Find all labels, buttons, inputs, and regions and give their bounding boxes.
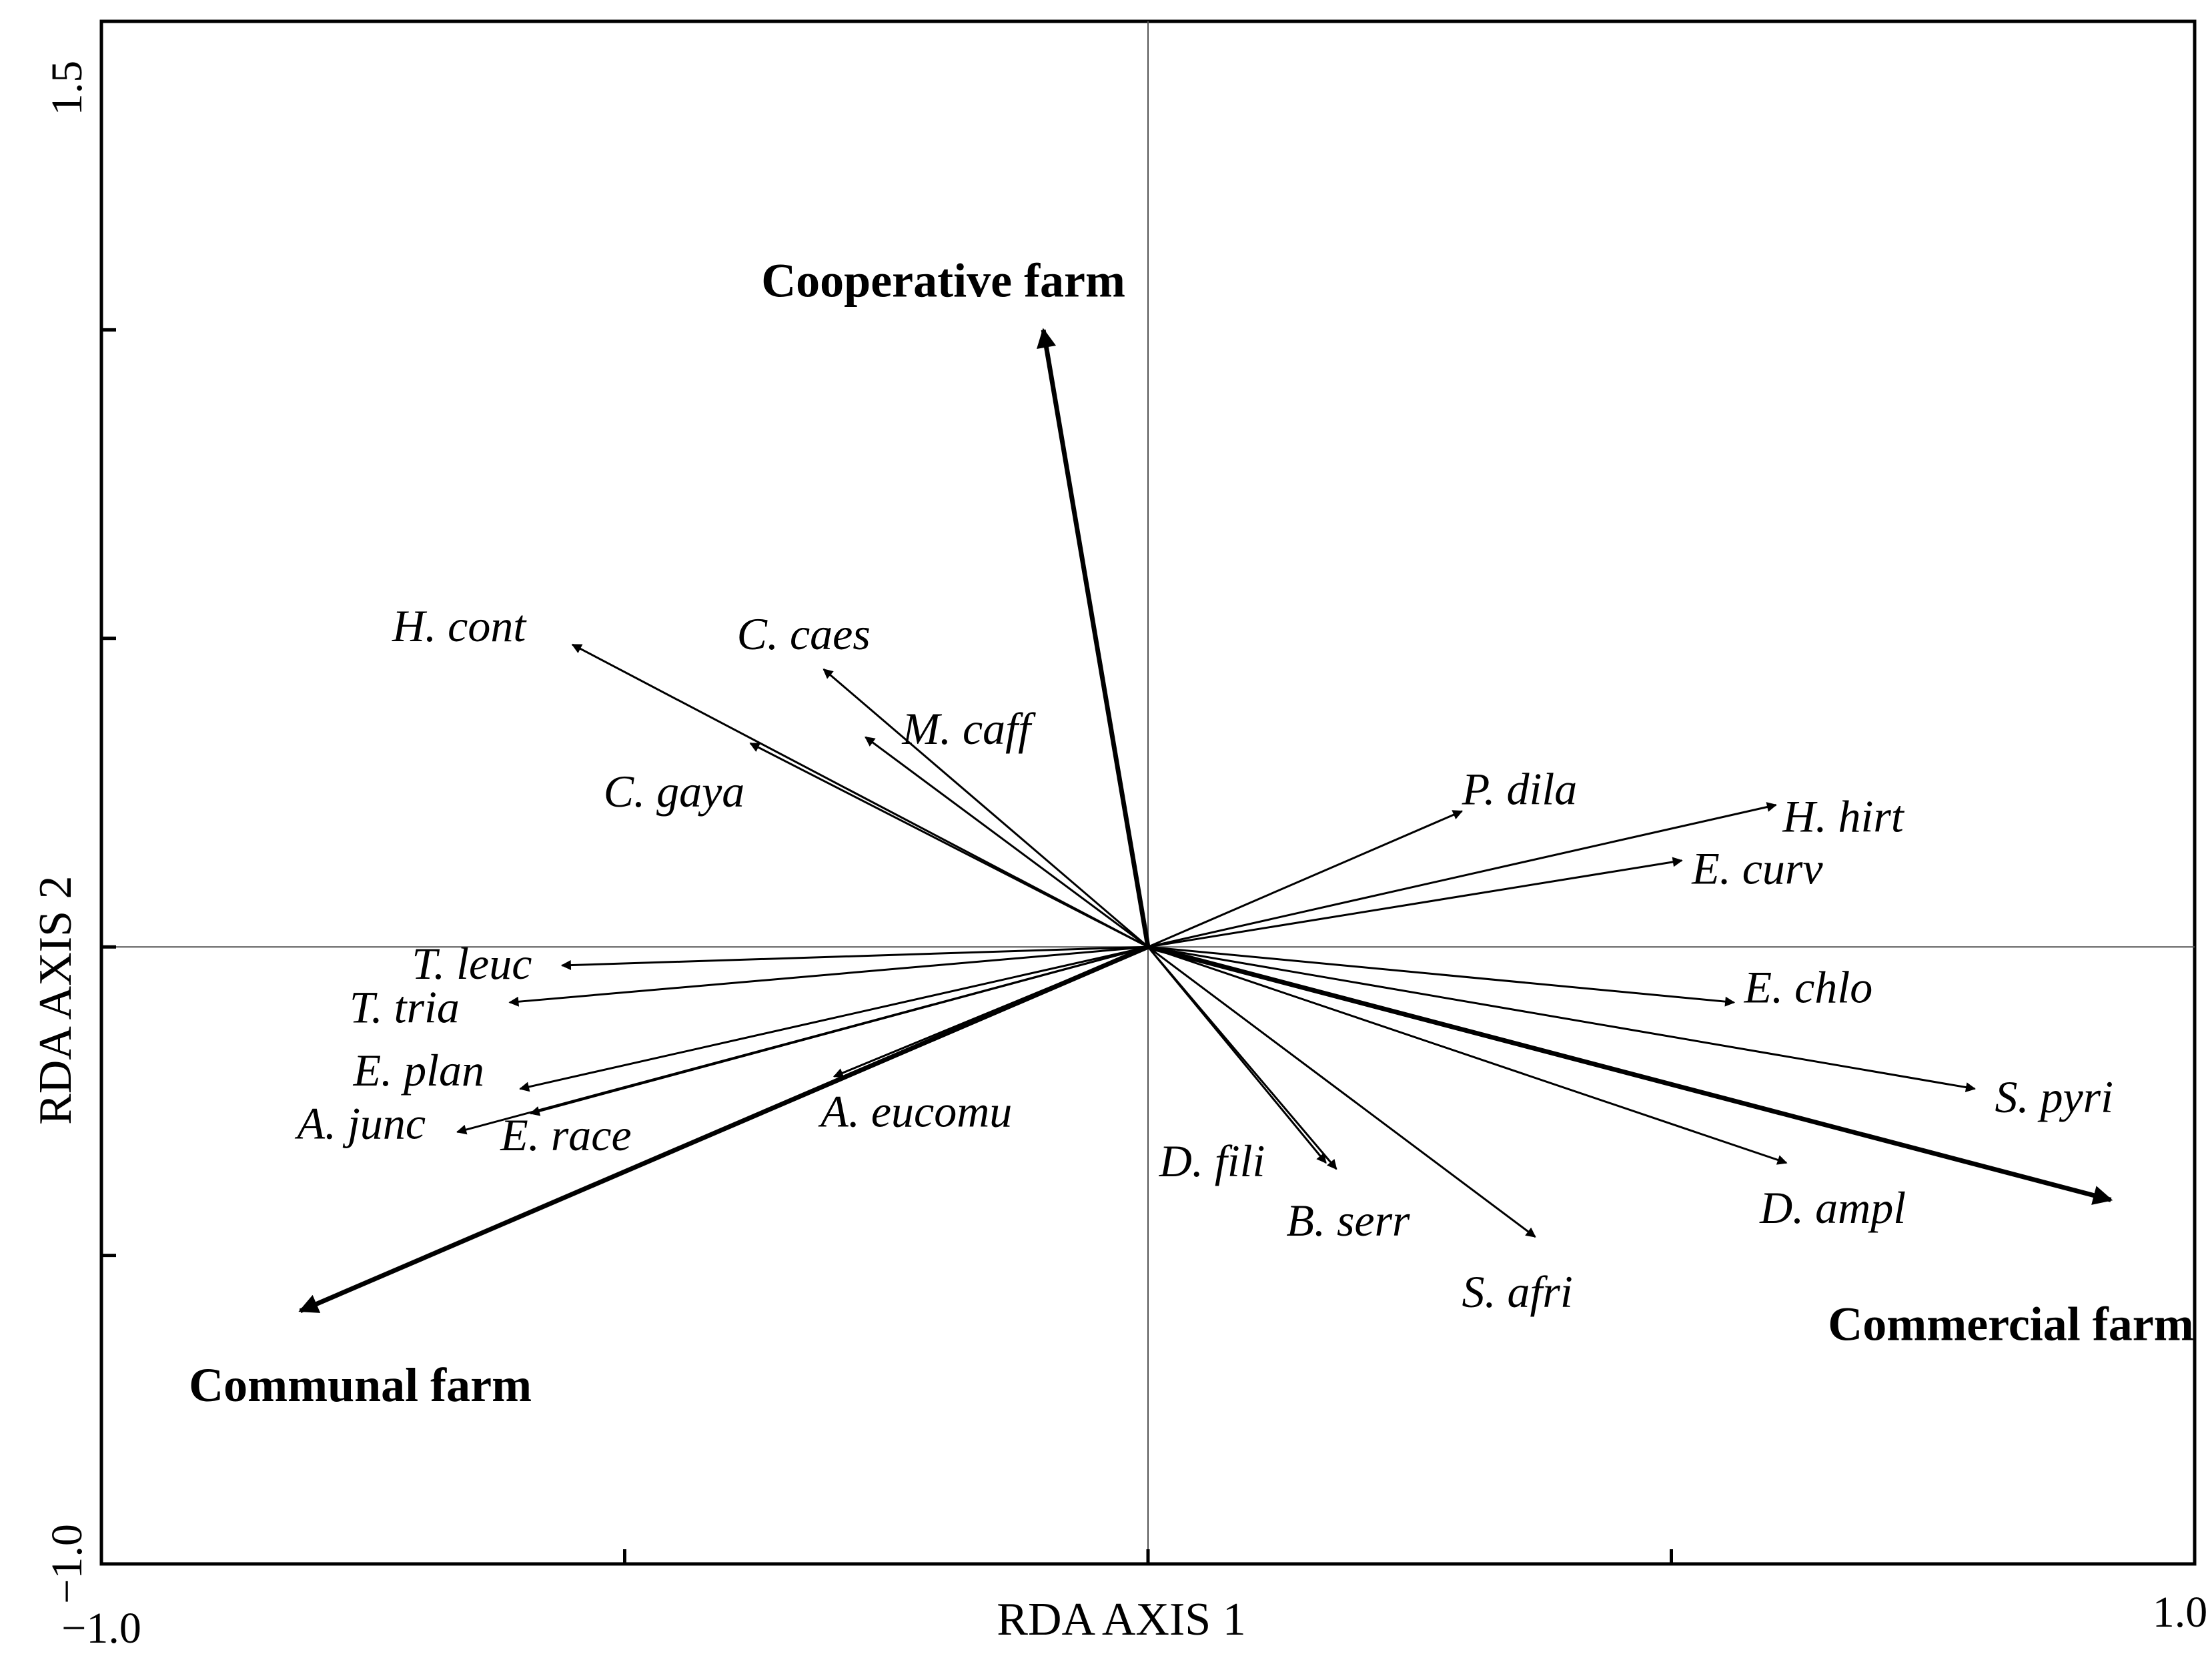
species-label-h-hirt: H. hirt: [1782, 791, 1904, 841]
species-vectors-layer: [456, 643, 1976, 1238]
species-label-d-fili: D. fili: [1159, 1136, 1265, 1186]
species-label-h-cont: H. cont: [392, 600, 527, 651]
species-label-s-pyri: S. pyri: [1995, 1072, 2114, 1122]
species-arrow-e-plan: [519, 945, 1149, 1092]
species-label-a-eucomu: A. eucomu: [818, 1086, 1012, 1136]
species-arrow-e-curv: [1147, 857, 1683, 948]
x-axis-title: RDA AXIS 1: [997, 1594, 1245, 1645]
species-arrow-d-fili: [1147, 946, 1327, 1164]
species-label-c-gaya: C. gaya: [604, 766, 745, 817]
species-label-c-caes: C. caes: [737, 608, 871, 659]
species-label-p-dila: P. dila: [1462, 764, 1578, 815]
species-arrow-e-race: [529, 945, 1149, 1116]
y-tick-label-max: 1.5: [43, 61, 91, 116]
env-label-cooperative-farm: Cooperative farm: [761, 254, 1125, 307]
x-tick-label-max: 1.0: [2153, 1588, 2208, 1637]
env-label-commercial-farm: Commercial farm: [1828, 1297, 2193, 1350]
species-arrow-t-leuc: [560, 945, 1149, 971]
env-label-communal-farm: Communal farm: [189, 1358, 532, 1412]
species-arrow-d-ampl: [1147, 945, 1788, 1165]
y-tick-label-min: −1.0: [43, 1524, 91, 1604]
species-label-t-leuc: T. leuc: [412, 938, 532, 989]
species-arrow-s-afri: [1147, 945, 1536, 1238]
species-label-m-caff: M. caff: [901, 703, 1036, 754]
labels-layer: −1.0 1.0 −1.0 1.5 RDA AXIS 1 RDA AXIS 2 H. con…: [30, 61, 2207, 1653]
env-arrow-commercial-farm: [1147, 944, 2113, 1205]
species-label-b-serr: B. serr: [1286, 1195, 1410, 1246]
species-arrow-m-caff: [865, 736, 1149, 948]
env-vectors-layer: [298, 328, 2113, 1314]
species-arrow-t-tria: [508, 945, 1149, 1007]
axes-layer: [99, 19, 2197, 1566]
species-label-e-race: E. race: [500, 1110, 631, 1160]
species-arrow-c-gaya: [749, 742, 1149, 948]
species-label-e-curv: E. curv: [1691, 843, 1823, 894]
species-label-d-ampl: D. ampl: [1759, 1182, 1906, 1233]
species-arrow-s-pyri: [1147, 945, 1976, 1093]
species-label-a-junc: A. junc: [294, 1098, 426, 1149]
species-label-e-plan: E. plan: [353, 1045, 484, 1096]
species-arrow-c-caes: [822, 668, 1149, 948]
env-arrow-communal-farm: [298, 944, 1149, 1314]
species-arrow-h-hirt: [1147, 802, 1777, 948]
x-tick-label-min: −1.0: [61, 1604, 141, 1653]
species-arrow-h-cont: [571, 643, 1149, 948]
y-axis-title: RDA AXIS 2: [30, 875, 81, 1124]
species-label-t-tria: T. tria: [350, 981, 460, 1032]
species-arrow-p-dila: [1147, 810, 1464, 948]
species-label-e-chlo: E. chlo: [1744, 961, 1873, 1012]
env-arrow-cooperative-farm: [1037, 328, 1151, 947]
species-label-s-afri: S. afri: [1462, 1266, 1573, 1317]
species-arrow-e-chlo: [1147, 945, 1736, 1007]
